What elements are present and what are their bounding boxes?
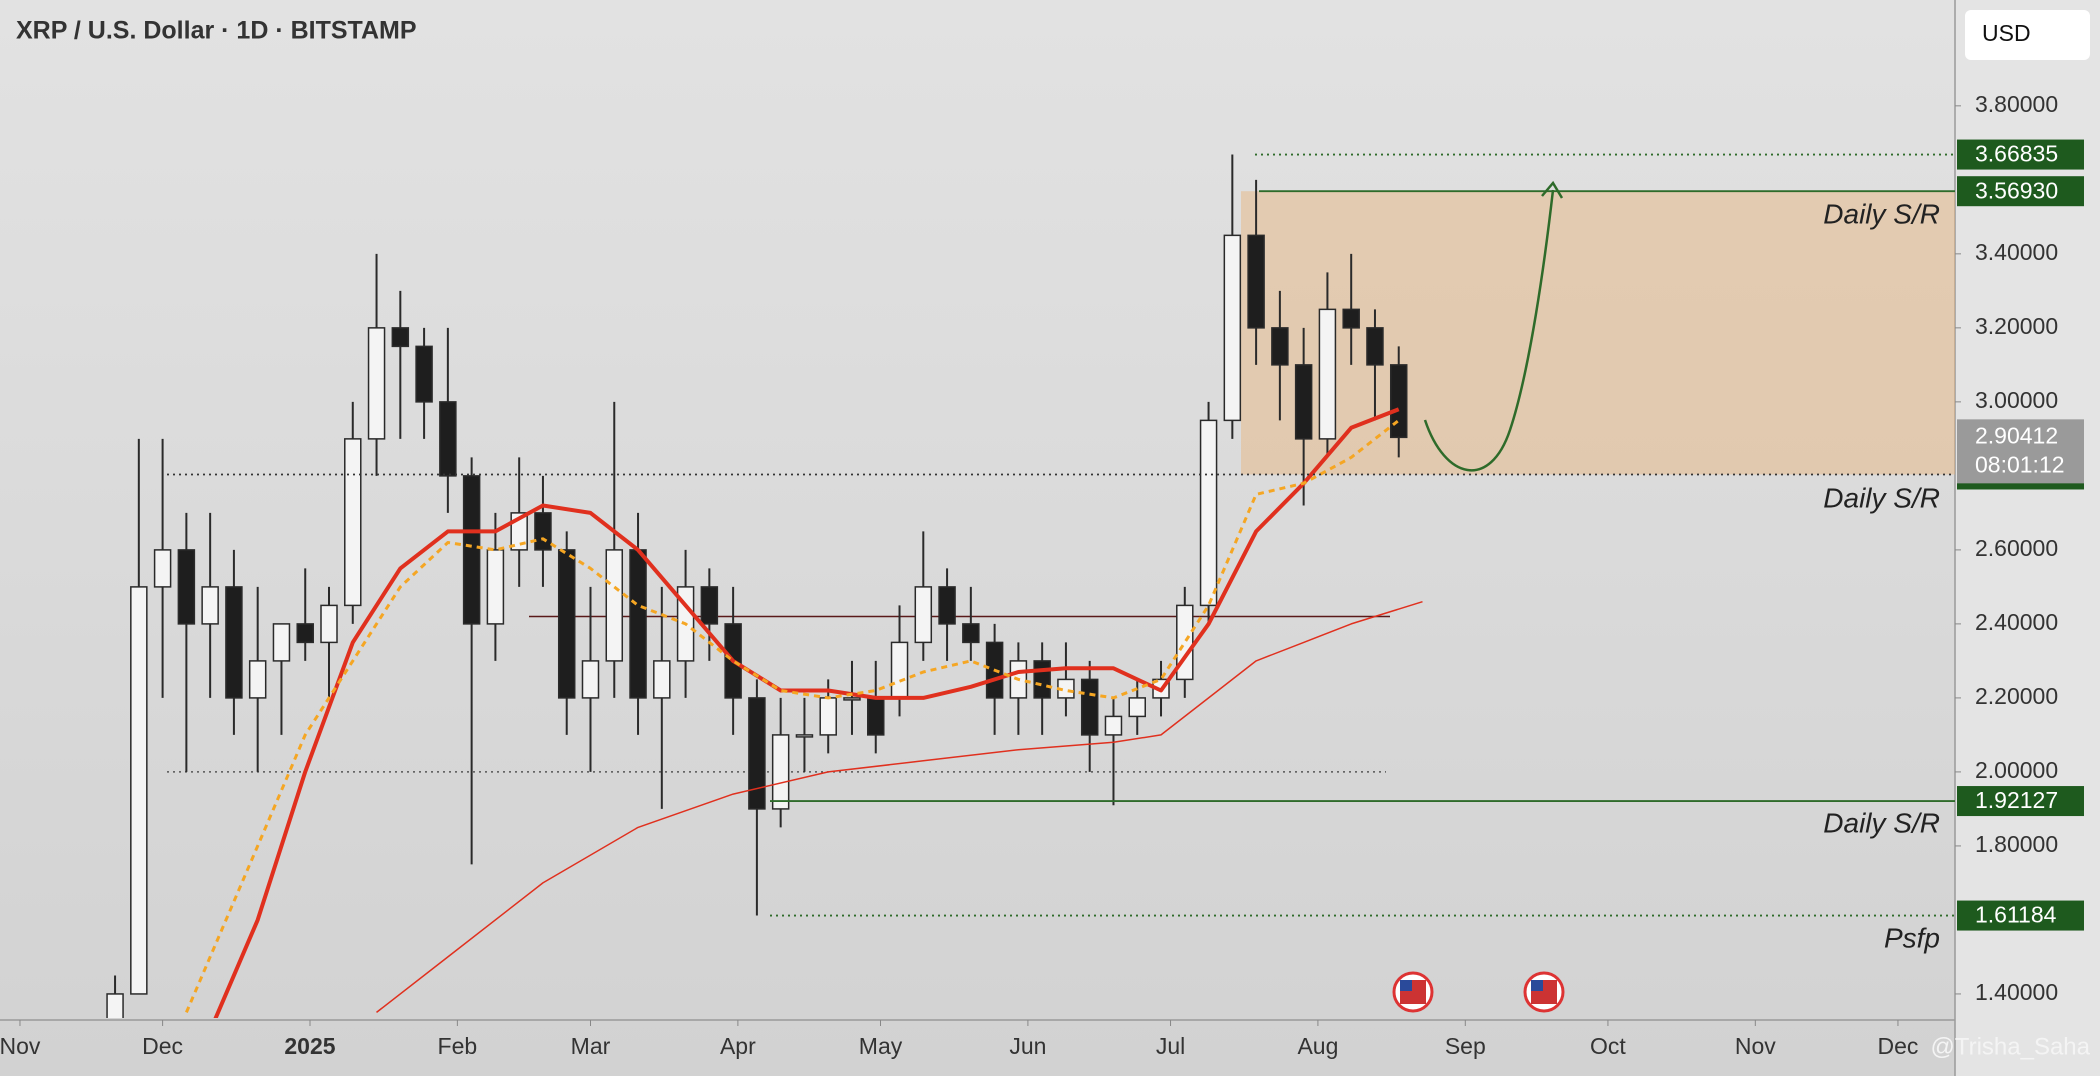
candle-body	[1080, 678, 1099, 736]
candle-body	[153, 549, 172, 588]
chart-title: XRP / U.S. Dollar · 1D · BITSTAMP	[16, 17, 417, 45]
candle-body	[1128, 697, 1146, 718]
candle-body	[1318, 308, 1337, 440]
annotation: Psfp	[1884, 922, 1940, 953]
candle-body	[605, 549, 624, 662]
candle-body	[819, 697, 837, 736]
candle-body	[1342, 308, 1360, 329]
candle-body	[177, 549, 196, 625]
y-tick-label: 2.40000	[1975, 609, 2058, 635]
level-badge-label: 1.61184	[1975, 902, 2057, 928]
candle-body	[843, 697, 861, 701]
x-tick-label: May	[859, 1033, 903, 1059]
y-tick-label: 2.60000	[1975, 535, 2058, 561]
candle-body	[439, 401, 457, 477]
candle-body	[1033, 660, 1051, 699]
candle-body	[1294, 364, 1313, 440]
candle-body	[795, 734, 814, 738]
y-tick-label: 3.40000	[1975, 239, 2058, 265]
level-badge-label: 1.92127	[1975, 787, 2058, 813]
level-badge	[1957, 900, 2084, 931]
moving-average	[376, 600, 1423, 1013]
y-tick-label: 2.20000	[1975, 683, 2058, 709]
candle-body	[391, 327, 410, 348]
y-tick-label: 3.20000	[1975, 313, 2058, 339]
x-tick-label: Mar	[571, 1033, 611, 1059]
watermark: @Trisha_Saha	[1930, 1033, 2090, 1060]
projection-arrow	[1423, 189, 1555, 472]
candle-body	[272, 623, 291, 662]
candle-body	[225, 586, 243, 699]
candle-body	[962, 623, 980, 644]
x-tick-label: Nov	[0, 1033, 41, 1059]
countdown-label: 08:01:12	[1975, 451, 2065, 477]
candle-body	[653, 660, 671, 699]
annotation: Daily S/R	[1823, 807, 1940, 838]
currency-label[interactable]: USD	[1982, 20, 2031, 46]
last-price-badge	[1957, 419, 2084, 484]
level-badge-label: 3.66835	[1975, 141, 2058, 167]
y-tick-label: 3.00000	[1975, 387, 2058, 413]
moving-average	[213, 407, 1400, 1018]
candle-body	[581, 660, 600, 699]
candle-body	[486, 549, 505, 625]
last-price-label: 2.90412	[1975, 422, 2058, 448]
candle-body	[296, 623, 314, 644]
x-tick-label: Feb	[438, 1033, 478, 1059]
candle-body	[748, 697, 766, 810]
x-tick-label: Jul	[1156, 1033, 1185, 1059]
level-badge	[1957, 786, 2084, 817]
candle-body	[700, 586, 719, 625]
sr-zone	[1241, 191, 1955, 475]
x-tick-label: 2025	[284, 1033, 335, 1059]
level-badge	[1957, 139, 2084, 170]
candle-body	[771, 734, 790, 810]
candle-body	[914, 586, 933, 644]
annotation: Daily S/R	[1823, 482, 1940, 513]
candle-body	[867, 697, 885, 736]
y-tick-label: 1.80000	[1975, 831, 2058, 857]
candle-body	[1199, 419, 1218, 607]
x-tick-label: Aug	[1297, 1033, 1338, 1059]
x-tick-label: Dec	[142, 1033, 183, 1059]
x-tick-label: Oct	[1590, 1033, 1626, 1059]
candle-body	[534, 512, 552, 551]
moving-average	[185, 419, 1400, 1013]
y-tick-label: 3.80000	[1975, 91, 2058, 117]
candle-body	[1271, 327, 1289, 366]
candle-body	[1223, 234, 1242, 422]
plot-background	[0, 0, 1955, 1076]
candle-body	[201, 586, 219, 625]
candle-body	[130, 586, 148, 995]
candle-body	[1247, 234, 1265, 329]
x-tick-label: Dec	[1877, 1033, 1918, 1059]
candle-body	[890, 641, 909, 699]
annotation: Daily S/R	[1823, 198, 1940, 229]
candle-body	[106, 993, 124, 1018]
candle-body	[1366, 327, 1384, 366]
x-tick-label: Jun	[1009, 1033, 1046, 1059]
currency-button[interactable]	[1965, 10, 2090, 60]
level-badge-label: 3.56930	[1975, 177, 2058, 203]
x-tick-label: Apr	[720, 1033, 756, 1059]
level-badge	[1957, 176, 2084, 207]
candle-body	[344, 438, 362, 607]
candle-body	[1104, 715, 1123, 736]
event-flag	[1392, 971, 1565, 1013]
candle-body	[248, 660, 267, 699]
y-tick-label: 1.40000	[1975, 979, 2058, 1005]
candle-body	[320, 604, 338, 644]
candle-body	[415, 345, 433, 403]
x-tick-label: Sep	[1445, 1033, 1486, 1059]
candle-body	[629, 549, 647, 699]
candle-body	[938, 586, 956, 625]
x-tick-label: Nov	[1735, 1033, 1776, 1059]
y-tick-label: 2.00000	[1975, 757, 2058, 783]
candle-body	[557, 549, 576, 699]
candle-body	[462, 475, 481, 625]
candle-body	[367, 327, 386, 440]
plot	[106, 154, 1955, 1018]
candle-body	[1389, 364, 1408, 439]
